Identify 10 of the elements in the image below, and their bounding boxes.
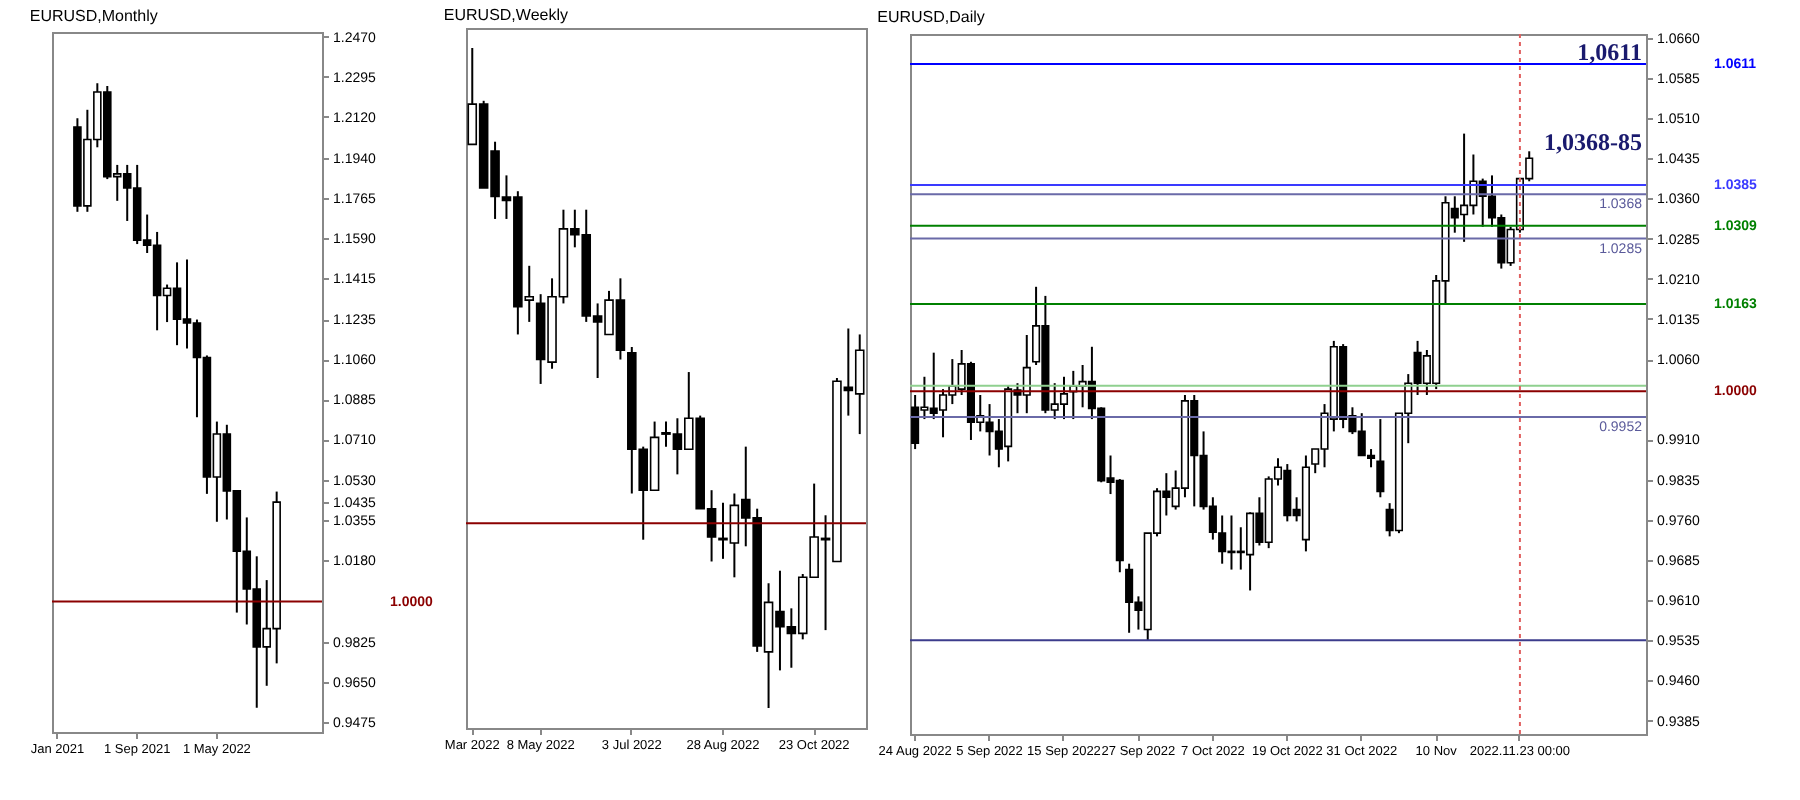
annotation: 1,0368-85	[1544, 128, 1642, 156]
chart-title: EURUSD,Daily	[877, 7, 985, 26]
chart-title: EURUSD,Weekly	[443, 6, 568, 24]
candlestick	[938, 388, 948, 439]
candlestick	[911, 393, 920, 451]
chart-title: EURUSD,Monthly	[29, 6, 158, 25]
annotation: 1,0611	[1577, 38, 1642, 66]
candlestick	[1125, 562, 1134, 634]
candlestick	[1059, 375, 1069, 421]
candlestick	[1376, 418, 1385, 499]
